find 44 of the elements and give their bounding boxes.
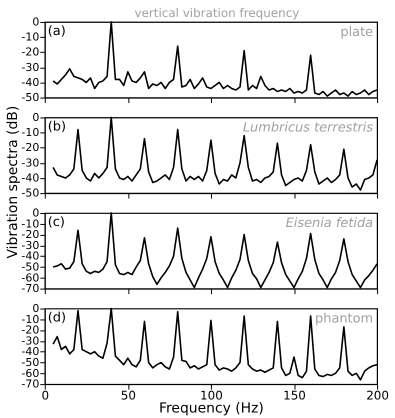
y-tick-label: -40 (21, 76, 40, 89)
y-tick-label: -50 (21, 186, 40, 200)
annotation: Eisenia fetida (286, 216, 374, 231)
y-tick-label: -30 (21, 156, 40, 170)
y-tick-label: 0 (32, 110, 40, 124)
y-tick-label: -50 (21, 260, 40, 274)
x-tick-label: 0 (41, 388, 50, 403)
y-tick-label: -60 (21, 366, 40, 380)
y-tick-label: 0 (32, 302, 40, 315)
y-tick-label: -70 (21, 282, 40, 296)
y-tick-label: -10 (21, 126, 40, 140)
y-tick-label: -40 (21, 171, 40, 184)
x-tick-label: 50 (120, 388, 136, 403)
y-tick-label: -70 (21, 378, 40, 391)
y-tick-label: 0 (32, 15, 40, 28)
y-tick-label: -10 (21, 312, 40, 326)
x-tick-label: 200 (366, 388, 389, 403)
y-tick-label: -40 (21, 345, 40, 358)
annotation: plate (340, 24, 374, 40)
annotation: (b) (48, 119, 66, 134)
y-tick-label: -20 (21, 324, 40, 337)
y-tick-label: -50 (21, 91, 40, 104)
y-tick-label: -10 (21, 30, 40, 44)
annotation: (d) (48, 310, 66, 326)
x-axis-title: Frequency (Hz) (158, 400, 264, 416)
y-tick-label: -30 (21, 238, 40, 252)
annotation: Lumbricus terrestris (242, 120, 374, 136)
annotation: (c) (48, 214, 65, 230)
y-tick-label: -20 (21, 228, 40, 242)
y-tick-label: -40 (21, 250, 40, 263)
y-tick-label: -30 (21, 334, 40, 348)
annotation: phantom (315, 311, 374, 326)
y-tick-label: -20 (21, 46, 40, 59)
y-tick-label: -60 (21, 271, 40, 284)
y-tick-label: 0 (32, 206, 40, 220)
annotation: (a) (48, 24, 66, 39)
x-tick-label: 100 (200, 388, 223, 403)
y-tick-label: -20 (21, 141, 40, 154)
x-tick-label: 150 (283, 388, 306, 403)
y-tick-label: -30 (21, 60, 40, 74)
y-tick-label: -50 (21, 356, 40, 369)
y-tick-label: -10 (21, 217, 40, 230)
text: vertical vibration frequency (134, 6, 300, 20)
y-axis-title: Vibration spectra (dB) (4, 106, 21, 259)
